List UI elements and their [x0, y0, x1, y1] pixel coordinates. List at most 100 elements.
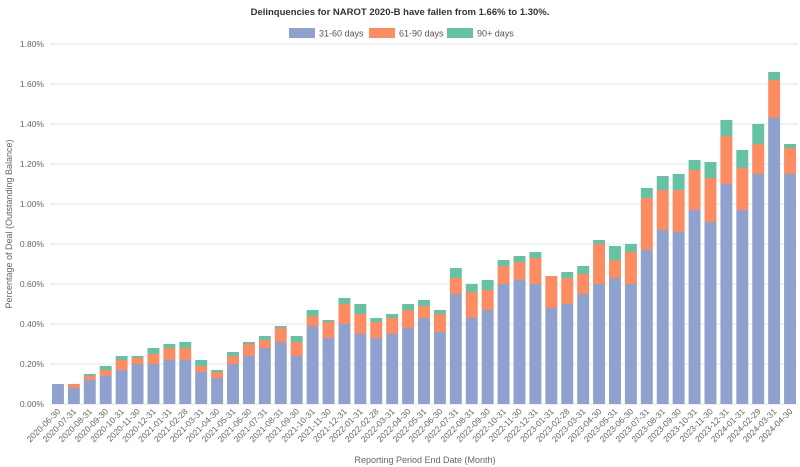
bar-segment-61-90 [688, 170, 701, 210]
bar-segment-61-90 [211, 372, 224, 378]
bar-segment-31-60 [561, 304, 574, 404]
y-axis-ticks: 0.00% 0.20% 0.40% 0.60% 0.80% 1.00% 1.20% 1.40%… [20, 39, 45, 409]
bar-segment-90plus [418, 300, 430, 306]
bar-segment-31-60 [497, 284, 510, 404]
bar-segment-31-60 [370, 338, 383, 404]
bar-segment-90plus [688, 160, 701, 170]
bar-segment-90plus [561, 272, 574, 278]
bar-segment-90plus [227, 352, 239, 356]
x-axis-label: Reporting Period End Date (Month) [354, 455, 495, 465]
bar-segment-31-60 [545, 308, 558, 404]
bar-segment-90plus [386, 314, 399, 318]
bar-segment-61-90 [83, 376, 96, 380]
bar-segment-31-60 [481, 310, 494, 404]
bar-segment-61-90 [752, 144, 765, 174]
bar-segment-90plus [704, 162, 717, 178]
x-axis-ticks: 2020-06-302020-07-312020-08-312020-09-30… [25, 406, 795, 444]
bar-segment-61-90 [529, 258, 542, 284]
bar-segment-31-60 [402, 328, 415, 404]
bar-segment-90plus [736, 150, 749, 168]
bar-segment-61-90 [545, 276, 558, 308]
bar-segment-90plus [402, 304, 415, 310]
bar-segment-31-60 [242, 356, 255, 404]
bar-segment-90plus [163, 344, 176, 348]
bar-segment-31-60 [704, 222, 717, 404]
bar-segment-61-90 [290, 342, 303, 356]
bar-segment-61-90 [593, 244, 606, 284]
bar-segment-90plus [513, 256, 526, 262]
bar-segment-61-90 [402, 310, 415, 328]
bar-segment-61-90 [227, 356, 239, 364]
bar-segment-90plus [211, 370, 224, 372]
bar-segment-90plus [179, 342, 192, 348]
bar-segment-31-60 [354, 334, 367, 404]
bar-segment-61-90 [768, 80, 781, 118]
bar-segment-31-60 [386, 334, 399, 404]
bar-segment-61-90 [465, 292, 478, 318]
y-tick-label: 1.80% [20, 39, 45, 49]
bar-segment-31-60 [624, 284, 637, 404]
bar-segment-31-60 [83, 380, 96, 404]
legend-label-61-90: 61-90 days [399, 29, 444, 39]
y-tick-label: 1.60% [20, 79, 45, 89]
bar-segment-61-90 [258, 340, 271, 348]
bar-segment-90plus [433, 310, 446, 314]
bar-segment-90plus [609, 246, 621, 260]
bar-segment-31-60 [529, 284, 542, 404]
bar-segment-31-60 [147, 364, 160, 404]
bar-segment-61-90 [67, 384, 80, 388]
bar-segment-90plus [752, 124, 765, 144]
bar-segment-61-90 [624, 252, 637, 284]
bar-segment-31-60 [784, 174, 797, 404]
legend-label-90plus: 90+ days [477, 29, 514, 39]
bar-segment-90plus [465, 284, 478, 292]
bar-segment-61-90 [115, 360, 128, 370]
bar-segment-90plus [720, 120, 733, 136]
bar-segment-31-60 [688, 210, 701, 404]
bar-segment-61-90 [306, 316, 319, 326]
bar-segment-90plus [258, 336, 271, 340]
bar-segment-90plus [338, 298, 351, 304]
bar-segment-61-90 [370, 322, 383, 338]
bar-segment-31-60 [449, 294, 462, 404]
bar-segment-31-60 [513, 280, 526, 404]
bar-segment-61-90 [513, 262, 526, 280]
bar-segment-31-60 [577, 294, 590, 404]
bar-segment-90plus [624, 244, 637, 252]
bar-segment-31-60 [195, 372, 208, 404]
bar-segment-31-60 [752, 174, 765, 404]
bar-segment-31-60 [418, 318, 430, 404]
bar-segment-31-60 [465, 318, 478, 404]
bar-segment-61-90 [497, 266, 510, 284]
bar-segment-31-60 [609, 278, 621, 404]
y-tick-label: 1.00% [20, 199, 45, 209]
bar-segment-61-90 [147, 354, 160, 364]
bar-segment-31-60 [131, 364, 144, 404]
bar-segment-90plus [354, 304, 367, 314]
bar-segment-90plus [306, 310, 319, 316]
bar-segment-90plus [593, 240, 606, 244]
bar-segment-90plus [672, 174, 685, 190]
bar-segment-31-60 [179, 360, 192, 404]
bar-segment-61-90 [195, 366, 208, 372]
bar-segment-31-60 [115, 370, 128, 404]
bar-segment-31-60 [67, 388, 80, 404]
bar-segment-31-60 [672, 232, 685, 404]
bar-segment-61-90 [99, 370, 112, 376]
legend-swatch-61-90 [369, 28, 395, 38]
bar-segment-90plus [242, 342, 255, 344]
bar-segment-61-90 [179, 348, 192, 360]
bar-segment-31-60 [736, 210, 749, 404]
legend-swatch-90plus [447, 28, 473, 38]
bar-segment-90plus [784, 144, 797, 148]
bar-segment-90plus [115, 356, 128, 360]
y-axis-label: Percentage of Deal (Outstanding Balance) [4, 139, 14, 308]
bar-segment-61-90 [736, 168, 749, 210]
bar-segment-90plus [449, 268, 462, 278]
y-tick-label: 0.40% [20, 319, 45, 329]
bar-segment-90plus [768, 72, 781, 80]
bar-segment-31-60 [656, 230, 669, 404]
bar-segment-31-60 [51, 384, 64, 404]
bar-segment-90plus [274, 326, 287, 328]
